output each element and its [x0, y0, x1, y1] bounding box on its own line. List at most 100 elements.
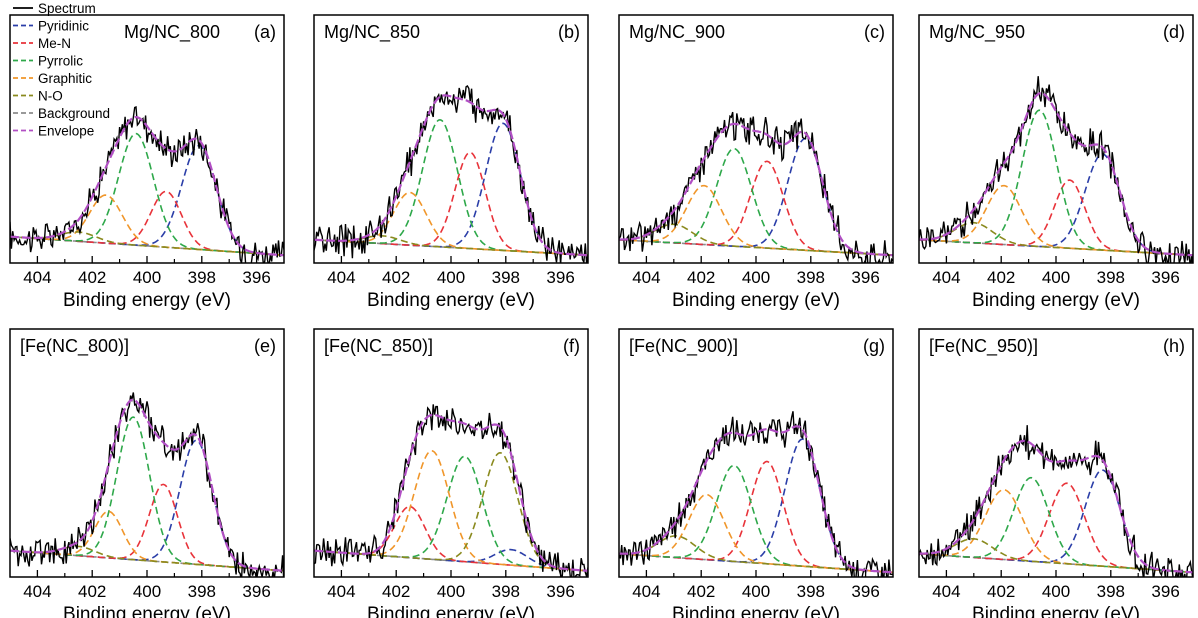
component-graphitic: [619, 493, 893, 574]
x-tick-label: 400: [1042, 582, 1070, 601]
panel-letter: (c): [864, 22, 885, 42]
x-tick-label: 404: [327, 582, 355, 601]
envelope-line: [619, 425, 893, 574]
panel-title: [Fe(NC_850)]: [324, 336, 433, 357]
component-me-n: [619, 160, 893, 256]
spectrum-line: [10, 392, 284, 577]
x-tick-label: 404: [327, 268, 355, 287]
component-pyridinic: [919, 153, 1193, 256]
x-tick-label: 396: [851, 268, 879, 287]
x-axis-label: Binding energy (eV): [367, 604, 535, 618]
panel-title: [Fe(NC_800)]: [20, 336, 129, 357]
panel-title: Mg/NC_800: [124, 22, 220, 43]
spectrum-line: [919, 76, 1193, 263]
x-tick-label: 402: [687, 268, 715, 287]
legend-item-background: Background: [13, 106, 110, 121]
panel-title: Mg/NC_850: [324, 22, 420, 43]
panel-letter: (d): [1163, 22, 1185, 42]
x-tick-label: 396: [242, 582, 270, 601]
component-pyridinic: [619, 438, 893, 574]
x-tick-label: 400: [1042, 268, 1070, 287]
panel-letter: (e): [254, 336, 276, 356]
legend-label: Me-N: [38, 36, 71, 51]
legend-item-pyrrolic: Pyrrolic: [13, 54, 83, 69]
plot-frame: [9, 328, 285, 578]
x-tick-label: 396: [546, 582, 574, 601]
legend-label: Pyrrolic: [38, 54, 83, 69]
panel-h: 404 402 400 398 396 Binding energy (eV) [Fe(NC…: [918, 328, 1194, 618]
panel-d: 404 402 400 398 396 Binding energy (eV) Mg/NC_…: [918, 14, 1194, 311]
x-tick-label: 396: [546, 268, 574, 287]
legend-item-graphitic: Graphitic: [13, 71, 92, 86]
component-pyrrolic: [919, 109, 1193, 257]
panel-letter: (a): [254, 22, 276, 42]
plot-frame: [313, 14, 589, 264]
panel-letter: (f): [563, 336, 580, 356]
spectrum-line: [919, 425, 1193, 577]
x-tick-label: 404: [932, 582, 960, 601]
x-tick-label: 404: [632, 582, 660, 601]
panel-title: [Fe(NC_900)]: [629, 336, 738, 357]
legend-item-no: N-O: [13, 89, 63, 104]
x-tick-label: 402: [382, 268, 410, 287]
component-me-n: [619, 460, 893, 574]
component-pyridinic: [619, 137, 893, 256]
x-tick-label: 398: [797, 582, 825, 601]
x-axis-label: Binding energy (eV): [63, 290, 231, 311]
x-axis-label: Binding energy (eV): [972, 604, 1140, 618]
legend-label: Spectrum: [38, 1, 96, 16]
component-pyrrolic: [314, 118, 588, 257]
x-tick-label: 398: [492, 582, 520, 601]
x-tick-label: 398: [1097, 582, 1125, 601]
envelope-line: [10, 398, 284, 572]
component-pyridinic: [314, 122, 588, 256]
panel-c: 404 402 400 398 396 Binding energy (eV) Mg/NC_…: [618, 14, 894, 311]
x-tick-label: 396: [242, 268, 270, 287]
x-tick-label: 400: [133, 582, 161, 601]
component-n-o: [619, 535, 893, 574]
legend-item-pyridinic: Pyridinic: [13, 19, 89, 34]
spectrum-line: [10, 106, 284, 263]
x-tick-label: 398: [188, 268, 216, 287]
panel-g: 404 402 400 398 396 Binding energy (eV) [Fe(NC…: [618, 328, 894, 618]
envelope-line: [314, 94, 588, 257]
component-graphitic: [10, 194, 284, 257]
x-tick-label: 396: [851, 582, 879, 601]
spectrum-line: [314, 85, 588, 263]
legend-item-envelope: Envelope: [13, 124, 94, 139]
panel-b: 404 402 400 398 396 Binding energy (eV) Mg/NC_…: [313, 14, 589, 311]
envelope-line: [619, 122, 893, 257]
panel-letter: (h): [1163, 336, 1185, 356]
legend: Spectrum Pyridinic Me-N Pyrrolic Graphitic N-…: [13, 1, 110, 139]
x-axis-label: Binding energy (eV): [972, 290, 1140, 311]
panel-a: 404 402 400 398 396 Binding energy (eV) Mg/NC_…: [9, 14, 285, 311]
x-axis-label: Binding energy (eV): [672, 290, 840, 311]
envelope-line: [314, 413, 588, 572]
x-axis-label: Binding energy (eV): [367, 290, 535, 311]
legend-label: Envelope: [38, 124, 94, 139]
legend-item-men: Me-N: [13, 36, 71, 51]
component-pyrrolic: [919, 476, 1193, 574]
x-tick-label: 400: [742, 582, 770, 601]
x-tick-label: 404: [932, 268, 960, 287]
x-tick-label: 398: [492, 268, 520, 287]
x-tick-label: 400: [133, 268, 161, 287]
spectrum-line: [619, 111, 893, 263]
x-tick-label: 402: [382, 582, 410, 601]
legend-item-spectrum: Spectrum: [13, 1, 96, 16]
legend-label: Background: [38, 106, 110, 121]
x-tick-label: 398: [1097, 268, 1125, 287]
x-tick-label: 402: [78, 268, 106, 287]
x-tick-label: 398: [797, 268, 825, 287]
x-tick-label: 396: [1151, 582, 1179, 601]
x-tick-label: 400: [437, 582, 465, 601]
panel-e: 404 402 400 398 396 Binding energy (eV) [Fe(NC…: [9, 328, 285, 618]
panel-title: Mg/NC_900: [629, 22, 725, 43]
spectrum-line: [314, 404, 588, 577]
component-n-o: [919, 538, 1193, 574]
component-pyrrolic: [619, 147, 893, 257]
plot-frame: [313, 328, 589, 578]
envelope-line: [919, 439, 1193, 574]
panel-letter: (g): [863, 336, 885, 356]
